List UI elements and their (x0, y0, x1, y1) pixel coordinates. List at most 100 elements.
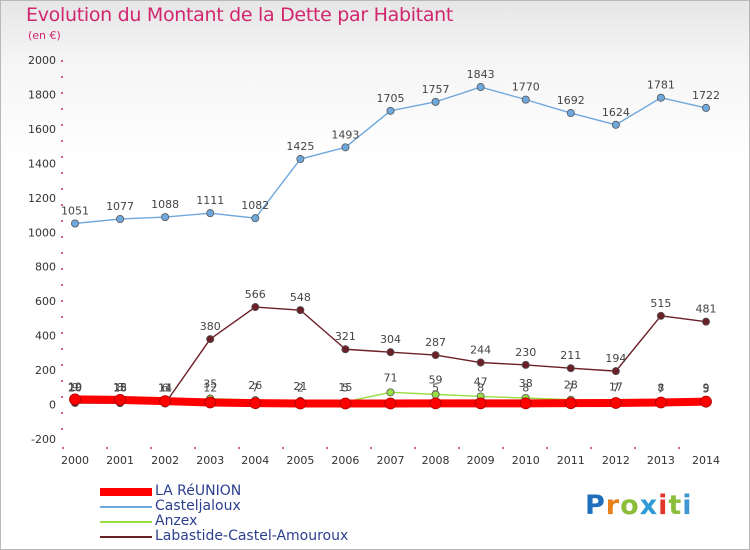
logo-letter: i (682, 490, 693, 521)
logo-letter: o (620, 490, 640, 521)
x-tick-label: 2008 (422, 454, 450, 467)
data-label: 5 (342, 382, 349, 395)
data-label: 566 (245, 288, 266, 301)
y-tick-label: 1400 (28, 157, 56, 170)
data-point (294, 397, 307, 410)
data-label: 8 (477, 382, 484, 395)
chart-title: Evolution du Montant de la Dette par Hab… (26, 4, 454, 26)
y-tick-label: 800 (35, 261, 56, 274)
data-point (519, 397, 532, 410)
logo-letter: r (605, 490, 621, 521)
legend: LA RéUNION Casteljaloux Anzex Labastide-… (100, 483, 400, 544)
data-label: 6 (162, 382, 169, 395)
data-label: 1843 (467, 68, 495, 81)
data-label: 1757 (422, 83, 450, 96)
data-label: 5 (703, 383, 710, 396)
data-point (702, 317, 711, 326)
data-point (386, 106, 395, 115)
y-tick-label: 400 (35, 330, 56, 343)
y-tick-label: 1000 (28, 226, 56, 239)
data-label: 47 (474, 375, 488, 388)
data-label: 9 (72, 381, 79, 394)
data-label: 1082 (241, 199, 269, 212)
x-tick-label: 2001 (106, 454, 134, 467)
data-label: 15 (338, 381, 352, 394)
x-tick-label: 2002 (151, 454, 179, 467)
data-point (476, 358, 485, 367)
proxiti-logo: Proxiti (585, 490, 693, 521)
x-tick-label: 2014 (692, 454, 720, 467)
legend-label: LA RéUNION (155, 483, 242, 499)
legend-item-la-reunion: LA RéUNION (100, 483, 400, 499)
data-point (700, 395, 712, 408)
data-label: 14 (158, 382, 172, 395)
data-label: 20 (68, 382, 82, 395)
data-point (341, 345, 350, 354)
data-label: 1722 (692, 89, 720, 102)
data-point (564, 397, 577, 410)
data-point (204, 396, 217, 409)
legend-item-labastide: Labastide-Castel-Amouroux (100, 528, 400, 544)
x-tick-label: 2003 (196, 454, 224, 467)
data-point (656, 311, 665, 320)
data-point (249, 397, 262, 410)
legend-label: Anzex (155, 513, 198, 529)
data-point (114, 393, 126, 406)
x-tick-label: 2005 (286, 454, 314, 467)
data-label: 7 (657, 382, 664, 395)
legend-item-casteljaloux: Casteljaloux (100, 498, 400, 514)
legend-label: Casteljaloux (155, 498, 241, 514)
data-label: 1111 (196, 194, 224, 207)
data-point (386, 348, 395, 357)
data-label: 15 (113, 381, 127, 394)
logo-letter: x (639, 490, 659, 521)
data-point (384, 397, 397, 410)
data-label: 194 (605, 352, 626, 365)
x-tick-label: 2006 (331, 454, 359, 467)
x-tick-label: 2011 (557, 454, 585, 467)
data-point (611, 367, 620, 376)
data-label: 19 (68, 380, 82, 393)
data-point (656, 93, 665, 102)
data-label: 380 (200, 320, 221, 333)
data-point (431, 97, 440, 106)
data-label: 515 (650, 297, 671, 310)
data-point (69, 393, 81, 406)
data-label: 287 (425, 336, 446, 349)
data-label: 38 (519, 377, 533, 390)
y-tick-label: -200 (31, 433, 56, 446)
data-label: 1493 (331, 128, 359, 141)
data-label: 321 (335, 330, 356, 343)
data-point (251, 214, 260, 223)
data-label: 244 (470, 344, 491, 357)
y-tick-label: 1200 (28, 192, 56, 205)
data-label: 26 (248, 379, 262, 392)
data-point (159, 395, 172, 408)
data-point (609, 397, 622, 409)
data-label: 1692 (557, 94, 585, 107)
data-label: 59 (429, 373, 443, 386)
data-label: 1624 (602, 106, 630, 119)
data-point (296, 306, 305, 315)
data-label: 211 (560, 349, 581, 362)
logo-letter: t (668, 490, 683, 521)
x-tick-label: 2004 (241, 454, 269, 467)
data-label: 1425 (286, 140, 314, 153)
y-tick-label: 2000 (28, 54, 56, 67)
data-label: 2 (297, 382, 304, 395)
y-tick-label: 1600 (28, 123, 56, 136)
data-label: 1705 (377, 92, 405, 105)
y-tick-label: 600 (35, 295, 56, 308)
logo-letter: P (585, 490, 606, 521)
legend-swatch (100, 506, 152, 508)
x-tick-label: 2012 (602, 454, 630, 467)
data-label: 230 (515, 346, 536, 359)
data-label: 8 (522, 382, 529, 395)
data-point (431, 351, 440, 360)
legend-item-anzex: Anzex (100, 513, 400, 529)
legend-swatch (100, 536, 152, 538)
data-label: 12 (203, 382, 217, 395)
data-label: 28 (564, 379, 578, 392)
legend-swatch (100, 488, 152, 496)
